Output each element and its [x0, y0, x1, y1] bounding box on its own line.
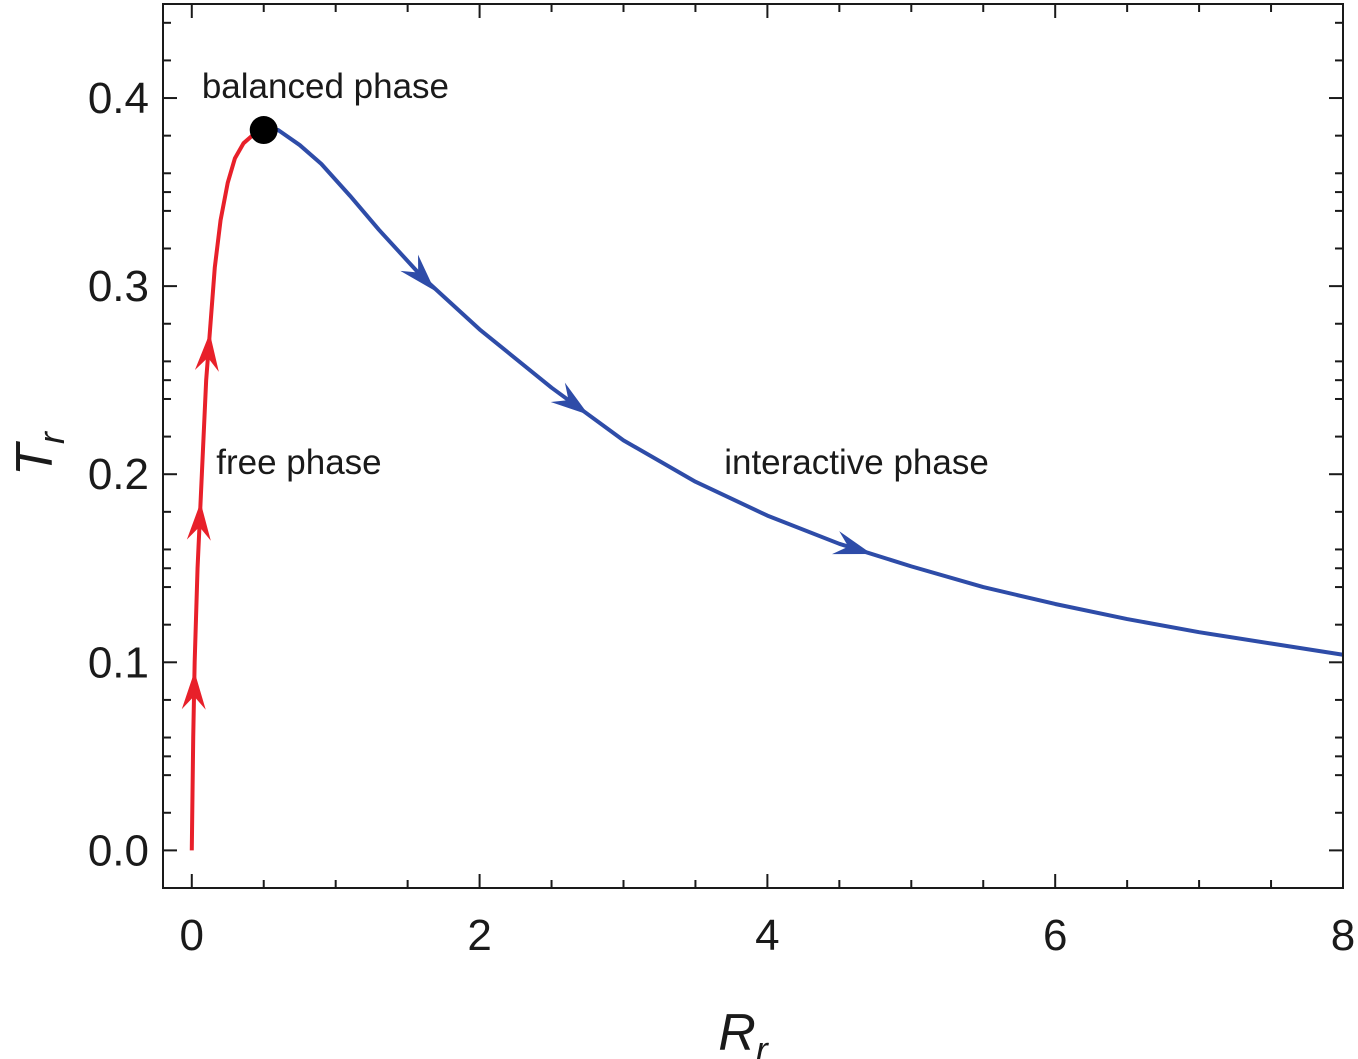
- x-tick-labels: 0 2 4 6 8: [180, 911, 1356, 960]
- direction-arrow: [194, 333, 219, 372]
- y-axis-title: Tr: [6, 430, 72, 476]
- x-axis-title-sub: r: [756, 1029, 770, 1059]
- x-tick-label: 2: [467, 911, 491, 960]
- plot-frame: [162, 3, 1344, 889]
- direction-arrow: [186, 502, 211, 541]
- direction-arrow: [832, 531, 872, 555]
- annot-layer: balanced phase free phase interactive phas…: [202, 67, 989, 482]
- series-line-0: [189, 128, 265, 851]
- y-axis-title-sub: r: [31, 430, 72, 444]
- y-axis-title-main: T: [6, 441, 64, 476]
- x-tick-label: 6: [1043, 911, 1067, 960]
- y-tick-label: 0.3: [88, 262, 149, 311]
- annotation-label: interactive phase: [724, 443, 989, 482]
- direction-arrow: [550, 382, 589, 415]
- y-tick-label: 0.0: [88, 826, 149, 875]
- annotation-label: free phase: [216, 443, 381, 482]
- x-tick-label: 4: [755, 911, 779, 960]
- points-layer: [249, 116, 278, 145]
- x-axis-title: Rr: [718, 1004, 770, 1059]
- series-layer: [189, 128, 1344, 851]
- x-axis-title-main: R: [718, 1004, 756, 1059]
- y-tick-label: 0.1: [88, 638, 149, 687]
- arrow-layer: [181, 254, 872, 710]
- y-tick-labels: 0.0 0.1 0.2 0.3 0.4: [88, 74, 149, 875]
- direction-arrow: [400, 254, 435, 291]
- x-tick-label: 0: [180, 911, 204, 960]
- annotation-label: balanced phase: [202, 67, 449, 106]
- direction-arrow: [181, 671, 206, 710]
- ticks-layer: [163, 4, 1344, 888]
- y-tick-label: 0.2: [88, 450, 149, 499]
- x-tick-label: 8: [1331, 911, 1355, 960]
- critical-point: [249, 116, 278, 145]
- series-line-1: [263, 128, 1344, 657]
- y-tick-label: 0.4: [88, 74, 149, 123]
